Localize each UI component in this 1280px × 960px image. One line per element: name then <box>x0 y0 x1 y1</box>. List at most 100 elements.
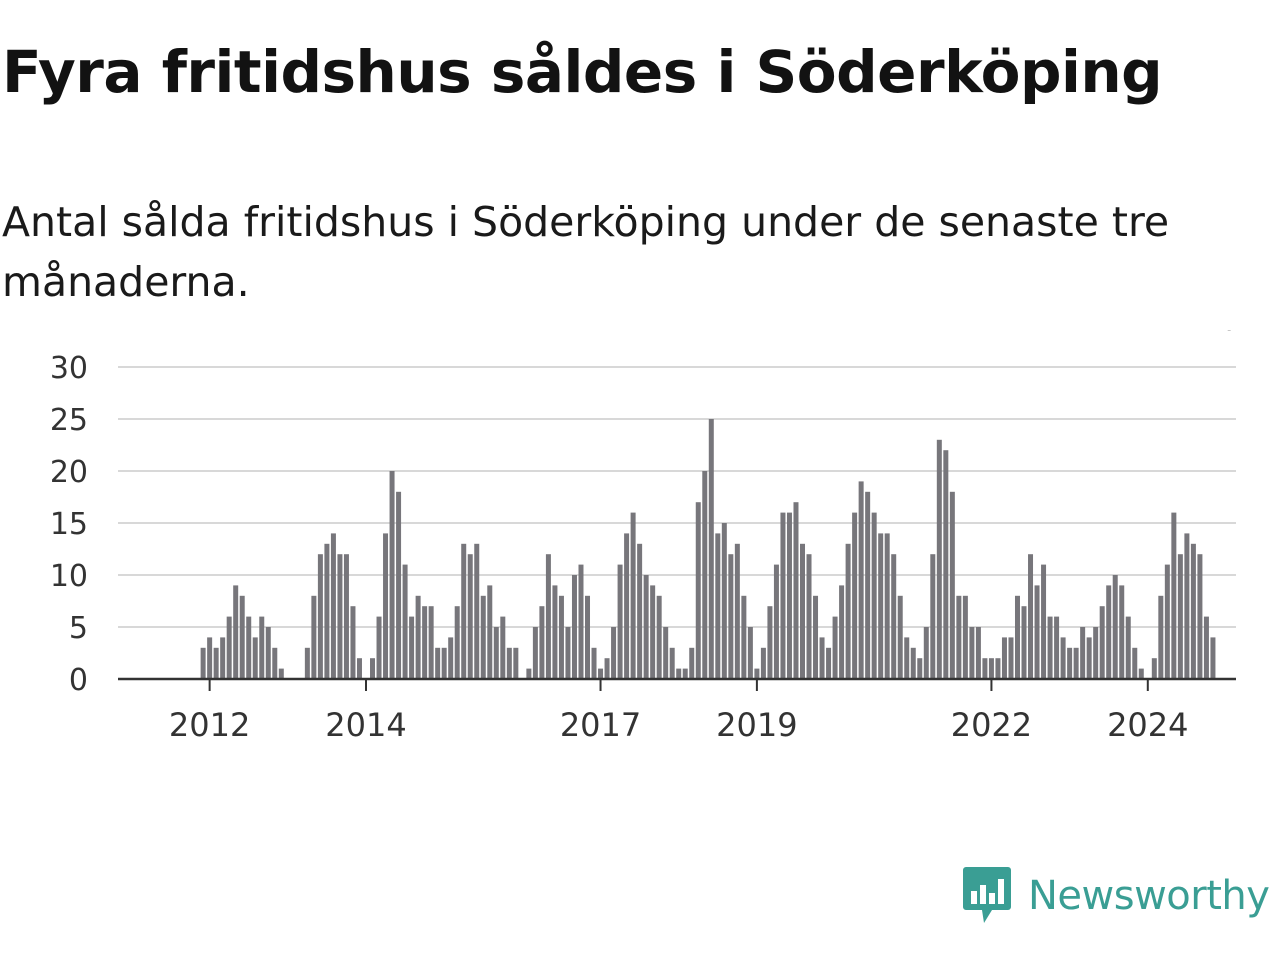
bar <box>532 627 538 679</box>
bar <box>213 647 219 679</box>
x-tick-label: 2014 <box>325 706 406 744</box>
bar <box>552 585 558 679</box>
bar <box>454 606 460 679</box>
bar <box>337 554 343 679</box>
bar <box>487 585 493 679</box>
bar <box>819 637 825 679</box>
bar <box>200 647 206 679</box>
bar <box>747 627 753 679</box>
bar <box>728 554 734 679</box>
bar <box>343 554 349 679</box>
bar <box>624 533 630 679</box>
bar <box>428 606 434 679</box>
bar <box>1014 595 1020 679</box>
y-tick-label: 0 <box>69 663 88 698</box>
bar <box>982 658 988 679</box>
bar <box>1158 595 1164 679</box>
bar <box>650 585 656 679</box>
bar <box>656 595 662 679</box>
bar <box>350 606 356 679</box>
bar <box>500 616 506 679</box>
bar <box>558 595 564 679</box>
bar <box>435 647 441 679</box>
bar <box>858 481 864 679</box>
bar <box>773 564 779 679</box>
bar <box>813 595 819 679</box>
bar <box>1203 616 1209 679</box>
x-tick-label: 2022 <box>951 706 1032 744</box>
bar <box>884 533 890 679</box>
bar <box>356 658 362 679</box>
bar <box>1034 585 1040 679</box>
bar <box>585 595 591 679</box>
bar <box>669 647 675 679</box>
bar <box>643 575 649 679</box>
bar <box>962 595 968 679</box>
bar <box>891 554 897 679</box>
bar <box>708 419 714 679</box>
bar <box>1138 668 1144 679</box>
bar <box>1197 554 1203 679</box>
bar <box>402 564 408 679</box>
y-tick-label: 20 <box>50 455 88 490</box>
bar <box>330 533 336 679</box>
bar <box>793 502 799 679</box>
bar <box>1184 533 1190 679</box>
bar <box>259 616 265 679</box>
gridlines <box>118 366 1236 628</box>
bar <box>1041 564 1047 679</box>
bar <box>897 595 903 679</box>
bar <box>1171 512 1177 679</box>
bar <box>598 668 604 679</box>
bar <box>975 627 981 679</box>
bar <box>904 637 910 679</box>
chart-subtitle: Antal sålda fritidshus i Söderköping und… <box>2 198 1170 306</box>
bar <box>578 564 584 679</box>
bar <box>930 554 936 679</box>
bar <box>1067 647 1073 679</box>
bar <box>786 512 792 679</box>
bar <box>239 595 245 679</box>
bar <box>839 585 845 679</box>
bar <box>988 658 994 679</box>
bar <box>682 668 688 679</box>
bar <box>233 585 239 679</box>
bar <box>246 616 252 679</box>
bar <box>995 658 1001 679</box>
bar <box>389 471 395 679</box>
bar <box>376 616 382 679</box>
bar <box>370 658 376 679</box>
bars <box>200 419 1216 679</box>
bar <box>695 502 701 679</box>
bar <box>630 512 636 679</box>
bar <box>513 647 519 679</box>
bar <box>943 450 949 679</box>
bar <box>760 647 766 679</box>
bar <box>1112 575 1118 679</box>
bar <box>852 512 858 679</box>
bar <box>1054 616 1060 679</box>
bar <box>1190 543 1196 679</box>
bar <box>545 554 551 679</box>
bar <box>702 471 708 679</box>
bar <box>741 595 747 679</box>
bar <box>865 491 871 679</box>
highlight-value-label: 4 <box>1216 330 1235 338</box>
bar <box>936 439 942 679</box>
bar <box>396 491 402 679</box>
y-tick-label: 5 <box>69 611 88 646</box>
bar <box>220 637 226 679</box>
bar <box>1047 616 1053 679</box>
bar <box>721 523 727 679</box>
bar <box>317 554 323 679</box>
bar <box>383 533 389 679</box>
bar <box>1151 658 1157 679</box>
bar <box>878 533 884 679</box>
bar <box>565 627 571 679</box>
bar <box>539 606 545 679</box>
bar <box>1086 637 1092 679</box>
bar <box>506 647 512 679</box>
chart-title: Fyra fritidshus såldes i Söderköping <box>2 38 1163 106</box>
y-tick-label: 10 <box>50 559 88 594</box>
bar <box>1106 585 1112 679</box>
